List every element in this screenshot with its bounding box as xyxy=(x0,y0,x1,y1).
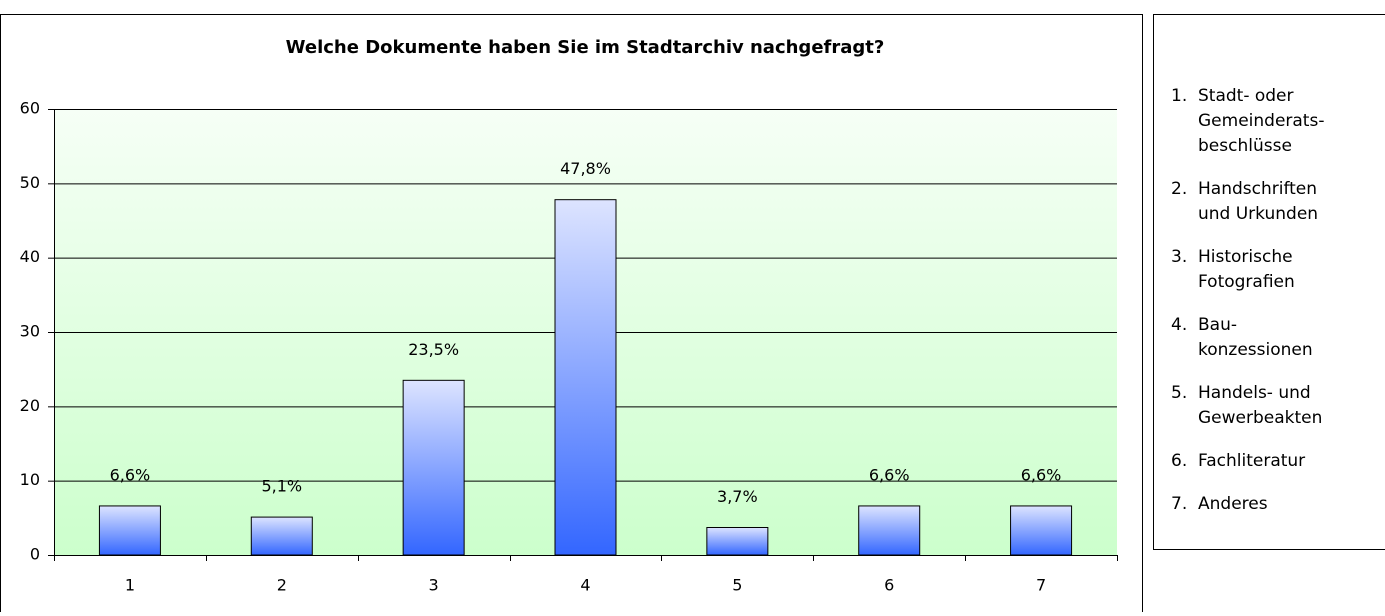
legend-number: 7. xyxy=(1171,494,1187,514)
legend-text: Stadt- oder xyxy=(1198,86,1294,106)
y-tick-label: 40 xyxy=(20,247,40,266)
bar xyxy=(99,506,160,555)
legend-number: 4. xyxy=(1171,315,1187,335)
legend-text: beschlüsse xyxy=(1198,136,1292,156)
bar xyxy=(1011,506,1072,555)
legend-number: 5. xyxy=(1171,383,1187,403)
bar xyxy=(555,200,616,555)
legend-text: Fachliteratur xyxy=(1198,451,1305,471)
y-tick-label: 30 xyxy=(20,322,40,341)
x-tick-label: 4 xyxy=(580,576,590,595)
legend-text: und Urkunden xyxy=(1198,204,1318,224)
legend-text: Handels- und xyxy=(1198,383,1311,403)
legend-number: 3. xyxy=(1171,247,1187,267)
bar xyxy=(251,517,312,555)
value-label: 6,6% xyxy=(1021,465,1062,484)
x-tick-label: 2 xyxy=(277,576,287,595)
legend-text: Gemeinderats- xyxy=(1198,111,1324,131)
legend-text: Gewerbeakten xyxy=(1198,408,1322,428)
legend-number: 2. xyxy=(1171,179,1187,199)
bar xyxy=(707,527,768,555)
y-tick-label: 60 xyxy=(20,99,40,118)
legend-text: Historische xyxy=(1198,247,1293,267)
x-tick-label: 1 xyxy=(125,576,135,595)
value-label: 6,6% xyxy=(869,465,910,484)
legend-text: Bau- xyxy=(1198,315,1237,335)
x-tick-label: 5 xyxy=(732,576,742,595)
legend-text: konzessionen xyxy=(1198,340,1313,360)
y-tick-label: 20 xyxy=(20,396,40,415)
value-label: 3,7% xyxy=(717,487,758,506)
value-label: 47,8% xyxy=(560,159,611,178)
bar xyxy=(859,506,920,555)
legend-number: 6. xyxy=(1171,451,1187,471)
bar xyxy=(403,380,464,555)
y-tick-label: 50 xyxy=(20,173,40,192)
y-tick-label: 10 xyxy=(20,470,40,489)
y-tick-label: 0 xyxy=(30,545,40,564)
legend-text: Handschriften xyxy=(1198,179,1317,199)
value-label: 6,6% xyxy=(110,465,151,484)
chart-title: Welche Dokumente haben Sie im Stadtarchi… xyxy=(286,37,885,58)
x-tick-label: 7 xyxy=(1036,576,1046,595)
x-tick-label: 3 xyxy=(429,576,439,595)
legend-number: 1. xyxy=(1171,86,1187,106)
value-label: 23,5% xyxy=(408,340,459,359)
x-tick-label: 6 xyxy=(884,576,894,595)
value-label: 5,1% xyxy=(261,477,302,496)
legend-text: Anderes xyxy=(1198,494,1268,514)
legend-text: Fotografien xyxy=(1198,272,1295,292)
